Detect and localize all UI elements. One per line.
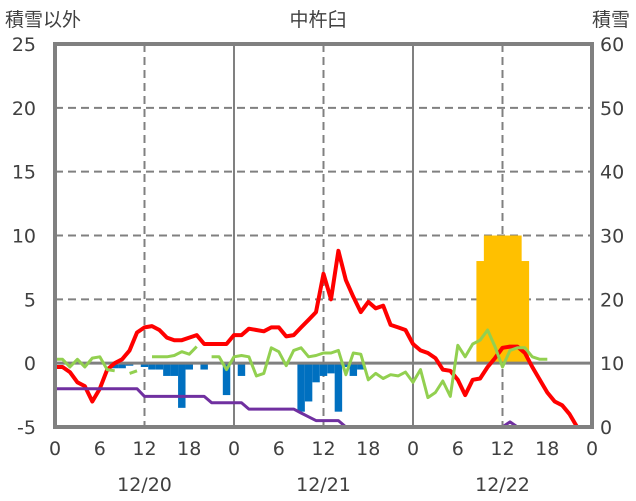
precipitation-bar [178, 363, 186, 408]
x-tick: 18 [177, 438, 201, 460]
x-tick: 6 [94, 438, 106, 460]
precipitation-bar [185, 363, 193, 370]
y-tick-left: 5 [24, 289, 36, 311]
snow-depth-bar [476, 261, 485, 364]
snow-depth-bar [513, 235, 522, 364]
snow-depth-bar [491, 235, 500, 364]
precipitation-bar [304, 363, 313, 402]
precipitation-bar [334, 363, 343, 412]
precipitation-bar [327, 363, 335, 374]
precipitation-bar [342, 363, 350, 367]
y-tick-right: 50 [600, 98, 624, 120]
x-tick: 0 [228, 438, 240, 460]
precipitation-bar [148, 363, 156, 370]
x-tick: 6 [273, 438, 285, 460]
precipitation-bar [163, 363, 171, 376]
x-tick: 6 [452, 438, 464, 460]
precipitation-bar [297, 363, 305, 412]
purple-series-line [55, 387, 592, 429]
plot-frame [53, 42, 594, 429]
y-tick-right: 20 [600, 289, 624, 311]
y-tick-left: 20 [12, 98, 36, 120]
y-tick-left: -5 [17, 417, 36, 439]
green-series-line [55, 328, 548, 400]
x-tick: 0 [49, 438, 61, 460]
y-tick-right: 40 [600, 162, 624, 184]
chart-title: 中杵臼 [289, 9, 346, 31]
x-tick: 18 [535, 438, 559, 460]
left-axis-label: 積雪以外 [5, 9, 81, 31]
y-tick-right: 30 [600, 226, 624, 248]
precipitation-bar [118, 363, 126, 369]
x-tick: 0 [407, 438, 419, 460]
y-tick-left: 25 [12, 34, 36, 56]
y-tick-right: 60 [600, 34, 624, 56]
precipitation-bar [140, 363, 149, 367]
snow-depth-bar [521, 261, 530, 364]
right-axis-label: 積雪 [592, 9, 630, 31]
y-tick-right: 10 [600, 353, 624, 375]
y-tick-left: 15 [12, 162, 36, 184]
date-label: 12/21 [296, 474, 351, 496]
snow-depth-bar [498, 235, 507, 364]
precipitation-bar [237, 363, 246, 376]
x-tick: 18 [356, 438, 380, 460]
snow-depth-bar [506, 235, 515, 364]
date-label: 12/22 [475, 474, 530, 496]
precipitation-bar [312, 363, 320, 383]
precipitation-bar [200, 363, 208, 370]
y-tick-left: 0 [24, 353, 36, 375]
precipitation-bar [155, 363, 164, 370]
precipitation-bar [349, 363, 358, 376]
x-tick: 12 [490, 438, 514, 460]
snow-depth-bar [483, 235, 492, 364]
x-tick: 12 [132, 438, 156, 460]
x-tick: 12 [311, 438, 335, 460]
y-tick-right: 0 [600, 417, 612, 439]
precipitation-bar [170, 363, 179, 376]
temperature-line [55, 248, 592, 429]
x-tick: 0 [586, 438, 598, 460]
date-label: 12/20 [117, 474, 172, 496]
precipitation-bar [319, 363, 328, 376]
precipitation-bar [222, 363, 231, 396]
precipitation-bar [357, 363, 365, 370]
y-tick-left: 10 [12, 226, 36, 248]
